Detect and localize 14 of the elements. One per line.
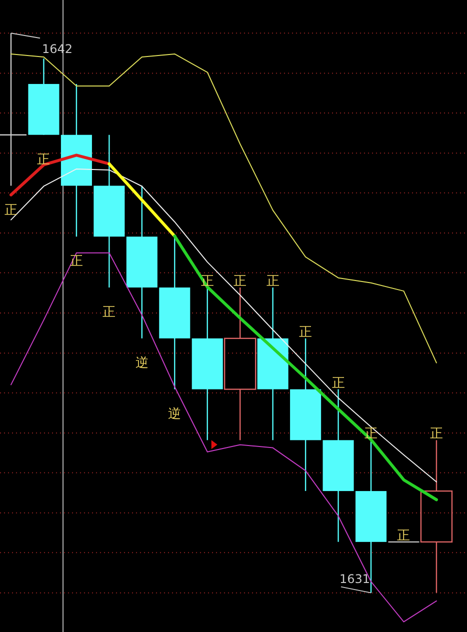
annotation: 正 bbox=[4, 203, 18, 218]
annotation: 正 bbox=[332, 376, 345, 391]
candlestick bbox=[224, 286, 256, 441]
annotation: 逆 bbox=[168, 406, 182, 422]
annotation: 正 bbox=[102, 305, 116, 320]
annotation: 正 bbox=[397, 528, 410, 544]
annotation: 正 bbox=[430, 426, 443, 442]
candlestick bbox=[420, 440, 453, 594]
annotation: 正 bbox=[37, 152, 50, 168]
annotation: 1631 bbox=[339, 572, 370, 586]
annotation: 正 bbox=[266, 274, 280, 290]
annotation: 正 bbox=[299, 324, 312, 340]
annotation: 正 bbox=[234, 274, 247, 290]
annotation: 逆 bbox=[135, 356, 148, 371]
